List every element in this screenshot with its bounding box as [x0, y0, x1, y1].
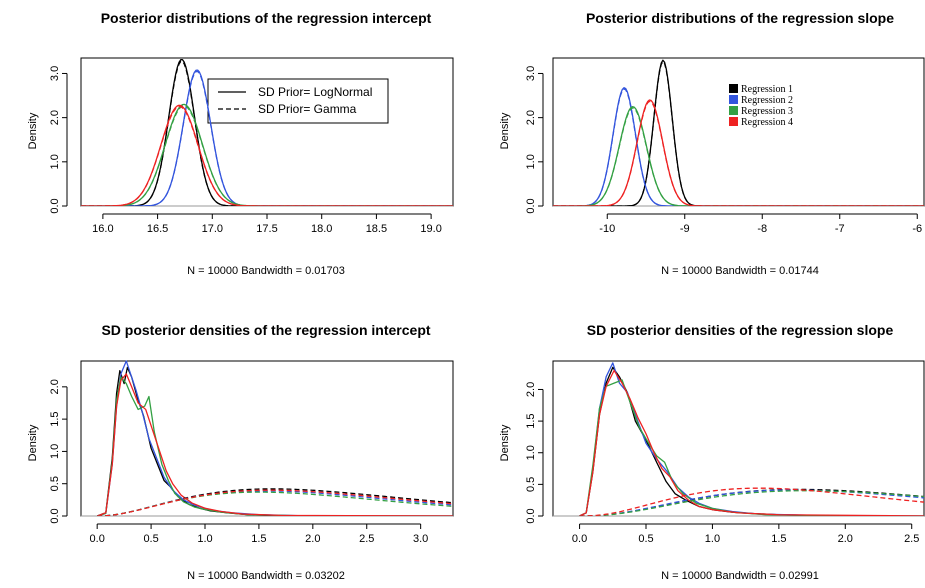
x-tick-label: 18.0: [311, 223, 332, 235]
series-group: [553, 59, 924, 206]
x-tick-label: 0.0: [572, 533, 587, 545]
y-tick-label: 0.5: [49, 476, 61, 491]
series-line-regression-1-lognormal: [81, 58, 453, 206]
panel-intercept: Posterior distributions of the regressio…: [27, 10, 454, 277]
y-tick-label: 1.0: [49, 154, 61, 169]
x-tick-label: 2.0: [305, 533, 320, 545]
x-tick-label: 17.0: [202, 223, 223, 235]
panel-slope: Posterior distributions of the regressio…: [499, 10, 925, 277]
series-group: [579, 362, 924, 516]
x-tick-label: 1.5: [771, 533, 786, 545]
series-line-regression-3-lognormal: [553, 105, 924, 206]
x-tick-label: 18.5: [366, 223, 387, 235]
series-line-regression-4-gamma: [579, 487, 924, 516]
series-line-regression-2-gamma: [97, 490, 453, 516]
series-line-regression-4-lognormal: [96, 373, 453, 516]
y-tick-label: 3.0: [49, 66, 61, 81]
x-tick-label: 16.0: [92, 223, 113, 235]
legend-label-lognormal: SD Prior= LogNormal: [258, 85, 372, 99]
legend-box: [207, 78, 389, 124]
y-axis-label: Density: [499, 112, 511, 149]
panel-sd-slope: SD posterior densities of the regression…: [499, 322, 925, 582]
panel-sd-intercept: SD posterior densities of the regression…: [27, 322, 454, 582]
series-line-regression-2-lognormal: [81, 69, 453, 206]
series-line-regression-2-gamma: [553, 88, 924, 206]
x-tick-label: 1.0: [197, 533, 212, 545]
legend-swatch-regression-1: [729, 84, 738, 93]
x-tick-label: -6: [912, 223, 922, 235]
legend-swatch-regression-2: [729, 95, 738, 104]
x-tick-label: 1.0: [705, 533, 720, 545]
series-line-regression-4-lognormal: [553, 99, 924, 206]
chart-title: Posterior distributions of the regressio…: [101, 10, 432, 26]
y-tick-label: 1.5: [49, 411, 61, 426]
series-line-regression-1-lognormal: [579, 366, 924, 516]
legend-swatch-regression-4: [729, 117, 738, 126]
x-axis-label: N = 10000 Bandwidth = 0.01744: [661, 265, 819, 277]
series-line-regression-4-gamma: [97, 489, 453, 516]
legend-label-gamma: SD Prior= Gamma: [258, 102, 357, 116]
x-tick-label: 1.5: [251, 533, 266, 545]
x-tick-label: -7: [835, 223, 845, 235]
x-axis-label: N = 10000 Bandwidth = 0.01703: [187, 265, 345, 277]
x-tick-label: 16.5: [147, 223, 168, 235]
y-tick-label: 1.0: [49, 444, 61, 459]
y-tick-label: 1.0: [525, 154, 537, 169]
y-tick-label: 0.0: [525, 198, 537, 213]
x-tick-label: 19.0: [420, 223, 441, 235]
series-group: [81, 58, 453, 206]
y-tick-label: 2.0: [49, 110, 61, 125]
y-tick-label: 2.0: [49, 379, 61, 394]
series-line-regression-2-lognormal: [579, 362, 924, 516]
series-line-regression-3-gamma: [81, 105, 453, 206]
y-tick-label: 0.0: [49, 508, 61, 523]
series-group: [96, 360, 453, 516]
chart-title: SD posterior densities of the regression…: [587, 322, 894, 338]
y-tick-label: 0.0: [49, 198, 61, 213]
series-line-regression-2-lognormal: [553, 86, 924, 206]
series-line-regression-4-lognormal: [579, 369, 924, 516]
x-tick-label: 3.0: [413, 533, 428, 545]
y-axis-label: Density: [27, 112, 39, 149]
x-tick-label: 0.0: [90, 533, 105, 545]
x-tick-label: 0.5: [638, 533, 653, 545]
series-line-regression-4-gamma: [553, 100, 924, 206]
series-line-regression-3-lognormal: [96, 376, 453, 516]
y-tick-label: 1.0: [525, 445, 537, 460]
legend: SD Prior= LogNormal SD Prior= Gamma: [207, 78, 389, 124]
x-tick-label: 0.5: [143, 533, 158, 545]
legend: Regression 1 Regression 2 Regression 3 R…: [729, 84, 793, 128]
y-tick-label: 0.5: [525, 477, 537, 492]
series-line-regression-3-lognormal: [579, 379, 924, 516]
y-tick-label: 0.0: [525, 508, 537, 523]
legend-label-regression-2: Regression 2: [741, 95, 793, 106]
x-tick-label: 2.5: [359, 533, 374, 545]
chart-title: Posterior distributions of the regressio…: [586, 10, 894, 26]
legend-label-regression-4: Regression 4: [741, 117, 793, 128]
series-line-regression-3-gamma: [97, 491, 453, 516]
x-tick-label: -9: [680, 223, 690, 235]
y-tick-label: 2.0: [525, 110, 537, 125]
legend-label-regression-1: Regression 1: [741, 84, 793, 95]
chart-title: SD posterior densities of the regression…: [101, 322, 430, 338]
x-tick-label: 2.0: [838, 533, 853, 545]
y-axis-label: Density: [499, 424, 511, 461]
y-tick-label: 1.5: [525, 413, 537, 428]
x-axis-label: N = 10000 Bandwidth = 0.03202: [187, 570, 345, 582]
series-line-regression-4-gamma: [81, 105, 453, 206]
x-tick-label: 17.5: [256, 223, 277, 235]
x-tick-label: -10: [599, 223, 615, 235]
series-line-regression-3-gamma: [579, 490, 924, 516]
legend-label-regression-3: Regression 3: [741, 106, 793, 117]
y-tick-label: 2.0: [525, 382, 537, 397]
y-tick-label: 3.0: [525, 66, 537, 81]
x-tick-label: -8: [757, 223, 767, 235]
x-axis-label: N = 10000 Bandwidth = 0.02991: [661, 570, 819, 582]
y-axis-label: Density: [27, 424, 39, 461]
x-tick-label: 2.5: [904, 533, 919, 545]
legend-swatch-regression-3: [729, 106, 738, 115]
